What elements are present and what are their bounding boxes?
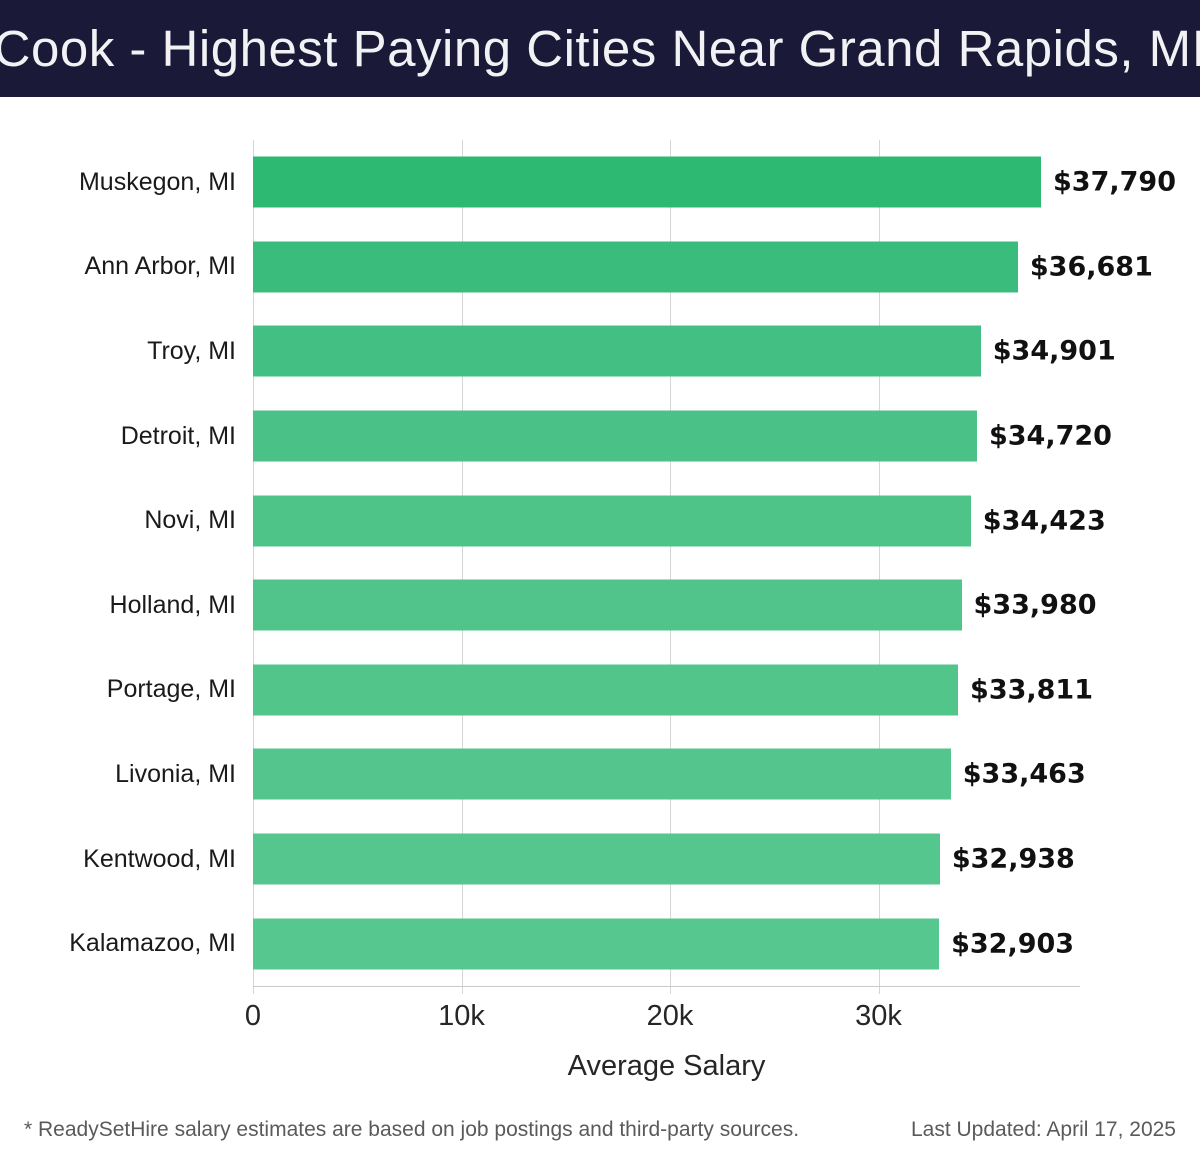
bar-row: Novi, MI $34,423: [0, 478, 1200, 563]
category-label: Kalamazoo, MI: [69, 929, 236, 958]
category-label: Holland, MI: [109, 590, 236, 619]
bar-row: Ann Arbor, MI $36,681: [0, 225, 1200, 310]
bar-track: $34,720: [253, 394, 1112, 479]
bar-row: Livonia, MI $33,463: [0, 732, 1200, 817]
value-label: $33,980: [973, 589, 1097, 621]
bar-chart: Muskegon, MI $37,790 Ann Arbor, MI $36,6…: [0, 140, 1200, 986]
bar-track: $37,790: [253, 140, 1176, 225]
x-tick-label: 20k: [646, 1000, 694, 1032]
value-label: $34,901: [992, 335, 1116, 367]
bar: [253, 664, 959, 716]
bar: [253, 325, 981, 377]
bar-row: Holland, MI $33,980: [0, 563, 1200, 648]
bar-row: Troy, MI $34,901: [0, 309, 1200, 394]
bar-row: Detroit, MI $34,720: [0, 394, 1200, 479]
value-label: $34,423: [982, 505, 1106, 537]
x-tick-label: 30k: [855, 1000, 902, 1032]
page-title: Cook - Highest Paying Cities Near Grand …: [0, 20, 1200, 77]
x-tick-label: 0: [244, 1000, 262, 1032]
bar-row: Muskegon, MI $37,790: [0, 140, 1200, 225]
bar-track: $34,423: [253, 478, 1106, 563]
bar-track: $33,980: [253, 563, 1097, 648]
bar: [253, 833, 940, 885]
value-label: $32,903: [951, 928, 1075, 960]
category-label: Muskegon, MI: [78, 167, 236, 196]
bar-track: $32,938: [253, 817, 1080, 902]
value-label: $33,811: [970, 674, 1094, 706]
bar: [253, 748, 951, 800]
footnote: * ReadySetHire salary estimates are base…: [24, 1118, 800, 1141]
bar-row: Kentwood, MI $32,938: [0, 817, 1200, 902]
bar-row: Kalamazoo, MI $32,903: [0, 901, 1200, 986]
value-label: $36,681: [1029, 251, 1153, 283]
category-label: Portage, MI: [106, 675, 236, 704]
last-updated: Last Updated: April 17, 2025: [910, 1118, 1176, 1141]
value-label: $37,790: [1053, 166, 1176, 198]
bar-track: $33,463: [253, 732, 1086, 817]
category-label: Livonia, MI: [115, 759, 236, 788]
bar: [253, 918, 940, 970]
x-tick-label: 10k: [438, 1000, 485, 1032]
bar-track: $33,811: [253, 648, 1093, 733]
gridline: [670, 140, 672, 994]
gridline: [461, 140, 463, 994]
x-axis-title: Average Salary: [567, 1050, 766, 1082]
category-label: Ann Arbor, MI: [84, 252, 236, 281]
bar: [253, 410, 977, 462]
bar-track: $34,901: [253, 309, 1116, 394]
value-label: $33,463: [962, 758, 1086, 790]
category-label: Kentwood, MI: [83, 844, 236, 873]
gridline: [253, 140, 254, 994]
bar: [253, 241, 1018, 293]
category-label: Novi, MI: [144, 506, 236, 535]
bar-row: Portage, MI $33,811: [0, 648, 1200, 733]
bar-track: $36,681: [253, 225, 1153, 310]
category-label: Detroit, MI: [120, 421, 236, 450]
header: Cook - Highest Paying Cities Near Grand …: [0, 0, 1200, 97]
gridline: [878, 140, 880, 994]
bar: [253, 495, 971, 547]
value-label: $32,938: [951, 843, 1075, 875]
x-axis-line: [253, 986, 1080, 987]
bar-track: $32,903: [253, 901, 1080, 986]
bar: [253, 156, 1041, 208]
bar: [253, 579, 962, 631]
footer: * ReadySetHire salary estimates are base…: [24, 1118, 1176, 1142]
value-label: $34,720: [988, 420, 1112, 452]
category-label: Troy, MI: [147, 336, 236, 365]
